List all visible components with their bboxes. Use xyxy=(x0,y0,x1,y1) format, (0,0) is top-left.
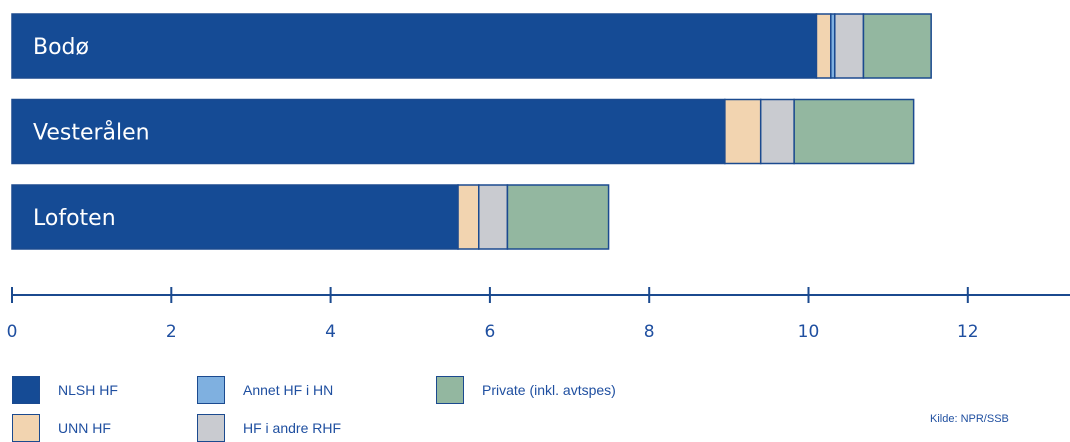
category-label-3: Lofoten xyxy=(33,206,116,231)
bar-segment-1-5 xyxy=(862,13,932,79)
legend-item-private: Private (inkl. avtspes) xyxy=(436,376,616,404)
x-tick-label-6: 12 xyxy=(957,322,979,342)
legend-label-unn: UNN HF xyxy=(58,420,111,436)
bar-segment-1-1 xyxy=(11,13,818,79)
bar-segment-3-1 xyxy=(11,184,459,250)
x-tick-label-1: 2 xyxy=(166,322,177,342)
bar-segment-3-2 xyxy=(457,184,480,250)
x-tick-label-3: 6 xyxy=(484,322,495,342)
legend-swatch-unn xyxy=(12,414,40,442)
source-note: Kilde: NPR/SSB xyxy=(930,413,1009,425)
legend-item-nlsh: NLSH HF xyxy=(12,376,118,404)
legend-swatch-nlsh xyxy=(12,376,40,404)
x-tick-label-4: 8 xyxy=(644,322,655,342)
legend-item-andre-rhf: HF i andre RHF xyxy=(197,414,341,442)
legend-label-private: Private (inkl. avtspes) xyxy=(482,382,616,398)
bar-segment-2-5 xyxy=(793,98,915,165)
legend-swatch-andre-rhf xyxy=(197,414,225,442)
category-label-1: Bodø xyxy=(33,35,89,60)
x-tick-label-2: 4 xyxy=(325,322,336,342)
bar-segment-3-5 xyxy=(506,184,610,250)
bar-segment-2-2 xyxy=(724,98,762,165)
bar-segment-2-4 xyxy=(759,98,795,165)
legend-swatch-annet-hf xyxy=(197,376,225,404)
category-label-2: Vesterålen xyxy=(33,120,150,146)
bar-segment-1-4 xyxy=(834,13,865,79)
x-tick-label-0: 0 xyxy=(7,322,18,342)
legend-label-nlsh: NLSH HF xyxy=(58,382,118,398)
bar-segment-3-4 xyxy=(477,184,509,250)
legend-item-annet-hf: Annet HF i HN xyxy=(197,376,333,404)
bar-segment-2-1 xyxy=(11,98,726,165)
legend-swatch-private xyxy=(436,376,464,404)
legend-item-unn: UNN HF xyxy=(12,414,111,442)
legend-label-annet-hf: Annet HF i HN xyxy=(243,382,334,398)
x-tick-label-5: 10 xyxy=(798,322,820,342)
legend-label-andre-rhf: HF i andre RHF xyxy=(243,420,342,436)
bar-segment-1-2 xyxy=(815,13,832,79)
